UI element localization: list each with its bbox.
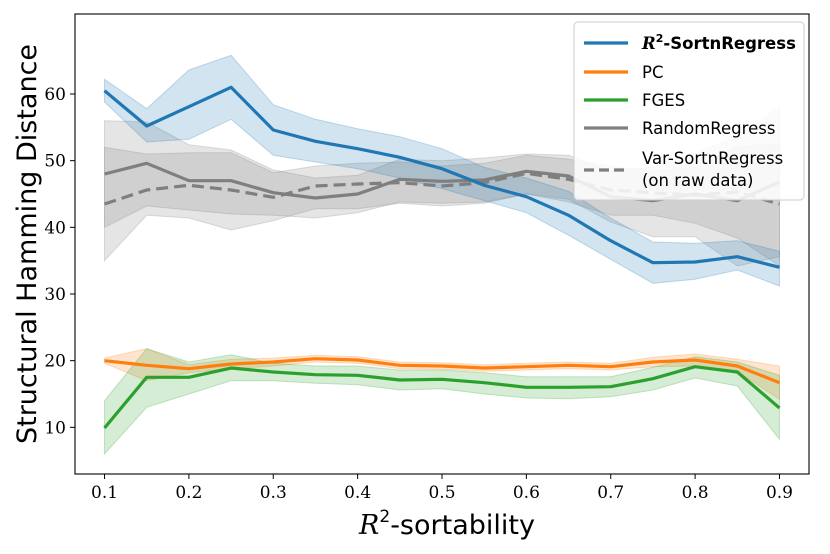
line-var-sortnregress <box>103 171 780 206</box>
y-axis-label: Structural Hamming Distance <box>12 44 43 444</box>
x-tick-label: 0.8 <box>682 483 709 503</box>
y-tick-label: 50 <box>44 152 66 172</box>
y-tick-label: 40 <box>44 218 66 238</box>
x-tick-label: 0.4 <box>344 483 371 503</box>
x-axis-ticks: 0.1 0.2 0.3 0.4 0.5 0.6 0.7 0.8 0.9 <box>91 474 793 503</box>
legend-box <box>573 21 805 201</box>
x-axis-label: R2-sortability <box>358 507 535 541</box>
legend-label-var-sortnregress-line2: (on raw data) <box>642 171 753 190</box>
band-fges <box>104 348 780 456</box>
band-r2-sortnregress <box>104 54 780 287</box>
legend-label-r2-sortnregress: R2-SortnRegress <box>641 32 796 53</box>
x-tick-label: 0.5 <box>428 483 455 503</box>
line-fges <box>103 365 781 430</box>
x-tick-label: 0.6 <box>513 483 540 503</box>
line-pc <box>104 357 781 385</box>
x-tick-label: 0.1 <box>91 483 118 503</box>
y-tick-label: 20 <box>44 352 66 372</box>
x-tick-label: 0.3 <box>260 483 287 503</box>
y-tick-label: 10 <box>44 418 66 438</box>
legend-label-randomregress: RandomRegress <box>642 119 775 138</box>
legend-label-pc: PC <box>642 63 663 82</box>
y-tick-label: 60 <box>44 85 66 105</box>
x-tick-label: 0.9 <box>766 483 793 503</box>
legend-label-var-sortnregress-line1: Var-SortnRegress <box>642 149 783 168</box>
y-tick-label: 30 <box>44 285 66 305</box>
y-axis-ticks: 10 20 30 40 50 60 <box>44 85 75 438</box>
x-tick-label: 0.7 <box>597 483 624 503</box>
line-r2-sortnregress <box>103 85 780 269</box>
legend-label-fges: FGES <box>642 91 685 110</box>
x-tick-label: 0.2 <box>175 483 202 503</box>
legend: R2-SortnRegress PC FGES RandomRegress Va… <box>573 21 805 201</box>
